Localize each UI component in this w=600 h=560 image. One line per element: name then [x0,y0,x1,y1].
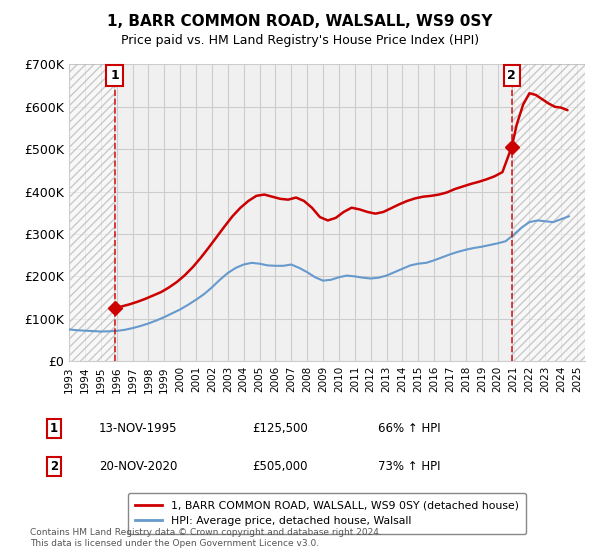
Bar [69,64,114,361]
Text: 13-NOV-1995: 13-NOV-1995 [99,422,178,435]
Text: 73% ↑ HPI: 73% ↑ HPI [378,460,440,473]
Text: £125,500: £125,500 [252,422,308,435]
Bar [512,64,585,361]
Text: 1: 1 [110,69,119,82]
Legend: 1, BARR COMMON ROAD, WALSALL, WS9 0SY (detached house), HPI: Average price, deta: 1, BARR COMMON ROAD, WALSALL, WS9 0SY (d… [128,493,526,534]
Text: 2: 2 [507,69,516,82]
Text: 2: 2 [50,460,58,473]
Text: Price paid vs. HM Land Registry's House Price Index (HPI): Price paid vs. HM Land Registry's House … [121,34,479,46]
Text: Contains HM Land Registry data © Crown copyright and database right 2024.
This d: Contains HM Land Registry data © Crown c… [30,528,382,548]
Text: 1: 1 [50,422,58,435]
Text: 20-NOV-2020: 20-NOV-2020 [99,460,178,473]
Text: 1, BARR COMMON ROAD, WALSALL, WS9 0SY: 1, BARR COMMON ROAD, WALSALL, WS9 0SY [107,14,493,29]
Text: £505,000: £505,000 [252,460,308,473]
Text: 66% ↑ HPI: 66% ↑ HPI [378,422,440,435]
